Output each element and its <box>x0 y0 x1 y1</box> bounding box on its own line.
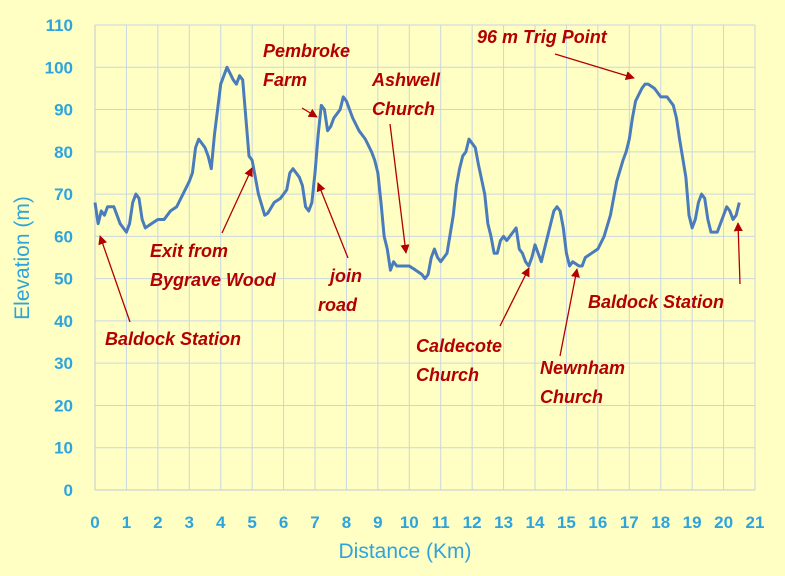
x-tick-label: 6 <box>279 513 288 532</box>
x-tick-label: 7 <box>310 513 319 532</box>
annotation-arrow <box>316 182 349 259</box>
annotation: road <box>318 295 358 315</box>
elevation-line <box>93 65 741 281</box>
annotation: Church <box>540 387 603 407</box>
annotation-arrow <box>98 235 131 323</box>
x-tick-label: 20 <box>714 513 733 532</box>
annotation: Baldock Station <box>588 292 724 312</box>
annotation: Pembroke <box>263 41 350 61</box>
annotation: Baldock Station <box>105 329 241 349</box>
y-tick-label: 90 <box>54 101 73 120</box>
y-tick-label: 20 <box>54 396 73 415</box>
annotation-arrow <box>559 268 580 357</box>
y-tick-label: 10 <box>54 439 73 458</box>
y-tick-label: 110 <box>46 16 73 35</box>
annotation: Newnham <box>540 358 625 378</box>
annotation: 96 m Trig Point <box>477 27 608 47</box>
annotation-arrow <box>301 107 318 118</box>
annotation: Bygrave Wood <box>150 270 277 290</box>
x-tick-label: 9 <box>373 513 382 532</box>
x-tick-label: 12 <box>463 513 482 532</box>
x-tick-label: 18 <box>651 513 670 532</box>
x-tick-label: 13 <box>494 513 513 532</box>
x-tick-label: 2 <box>153 513 162 532</box>
x-tick-label: 3 <box>185 513 194 532</box>
x-tick-label: 10 <box>400 513 419 532</box>
x-tick-label: 15 <box>557 513 576 532</box>
x-tick-label: 17 <box>620 513 639 532</box>
x-tick-label: 11 <box>432 513 450 532</box>
annotation: join <box>328 266 362 286</box>
y-tick-label: 70 <box>54 185 73 204</box>
y-tick-label: 50 <box>54 270 73 289</box>
y-tick-label: 80 <box>54 143 73 162</box>
x-axis-title: Distance (Km) <box>338 540 471 563</box>
annotation-arrow <box>554 53 635 80</box>
annotation: Exit from <box>150 241 228 261</box>
annotation-arrow <box>499 267 530 327</box>
y-tick-label: 100 <box>45 58 73 77</box>
x-tick-label: 21 <box>746 513 765 532</box>
x-tick-label: 19 <box>683 513 702 532</box>
annotation-arrow <box>733 222 743 285</box>
annotation-arrow <box>389 123 410 254</box>
annotation: Farm <box>263 70 307 90</box>
y-tick-label: 40 <box>54 312 73 331</box>
x-tick-label: 4 <box>216 513 226 532</box>
y-tick-label: 30 <box>54 354 73 373</box>
x-tick-label: 14 <box>526 513 545 532</box>
annotation: Ashwell <box>371 70 441 90</box>
x-tick-label: 1 <box>122 513 131 532</box>
y-axis-title: Elevation (m) <box>11 196 34 320</box>
y-tick-label: 60 <box>54 227 73 246</box>
y-tick-label: 0 <box>64 481 73 500</box>
annotation: Caldecote <box>416 336 502 356</box>
x-tick-label: 5 <box>247 513 256 532</box>
x-tick-label: 0 <box>90 513 99 532</box>
x-tick-label: 8 <box>342 513 351 532</box>
annotation-arrow <box>221 167 253 234</box>
annotation: Church <box>372 99 435 119</box>
x-tick-label: 16 <box>588 513 607 532</box>
annotation: Church <box>416 365 479 385</box>
